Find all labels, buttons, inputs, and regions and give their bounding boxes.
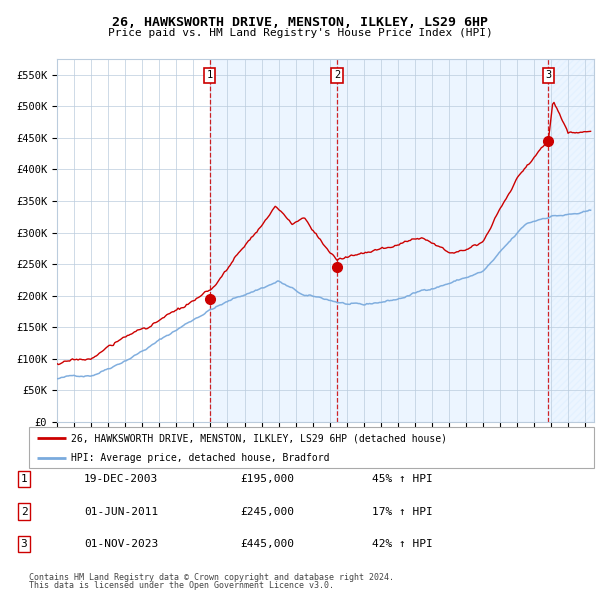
Text: 1: 1 (206, 70, 213, 80)
Text: £195,000: £195,000 (240, 474, 294, 484)
Bar (210, 59, 337, 422)
Text: 26, HAWKSWORTH DRIVE, MENSTON, ILKLEY, LS29 6HP: 26, HAWKSWORTH DRIVE, MENSTON, ILKLEY, L… (112, 16, 488, 29)
Text: This data is licensed under the Open Government Licence v3.0.: This data is licensed under the Open Gov… (29, 581, 334, 590)
Text: 2: 2 (20, 507, 28, 516)
Text: 01-JUN-2011: 01-JUN-2011 (84, 507, 158, 516)
Text: 3: 3 (20, 539, 28, 549)
Text: 26, HAWKSWORTH DRIVE, MENSTON, ILKLEY, LS29 6HP (detached house): 26, HAWKSWORTH DRIVE, MENSTON, ILKLEY, L… (71, 434, 447, 444)
Text: Contains HM Land Registry data © Crown copyright and database right 2024.: Contains HM Land Registry data © Crown c… (29, 572, 394, 582)
Bar (337, 59, 548, 422)
Text: £245,000: £245,000 (240, 507, 294, 516)
Text: £445,000: £445,000 (240, 539, 294, 549)
Text: HPI: Average price, detached house, Bradford: HPI: Average price, detached house, Brad… (71, 454, 330, 463)
Text: 01-NOV-2023: 01-NOV-2023 (84, 539, 158, 549)
Text: 3: 3 (545, 70, 551, 80)
Text: 17% ↑ HPI: 17% ↑ HPI (372, 507, 433, 516)
Text: 45% ↑ HPI: 45% ↑ HPI (372, 474, 433, 484)
FancyBboxPatch shape (29, 427, 594, 468)
Text: 42% ↑ HPI: 42% ↑ HPI (372, 539, 433, 549)
Text: Price paid vs. HM Land Registry's House Price Index (HPI): Price paid vs. HM Land Registry's House … (107, 28, 493, 38)
Text: 2: 2 (334, 70, 340, 80)
Text: 1: 1 (20, 474, 28, 484)
Bar (548, 59, 594, 422)
Text: 19-DEC-2003: 19-DEC-2003 (84, 474, 158, 484)
